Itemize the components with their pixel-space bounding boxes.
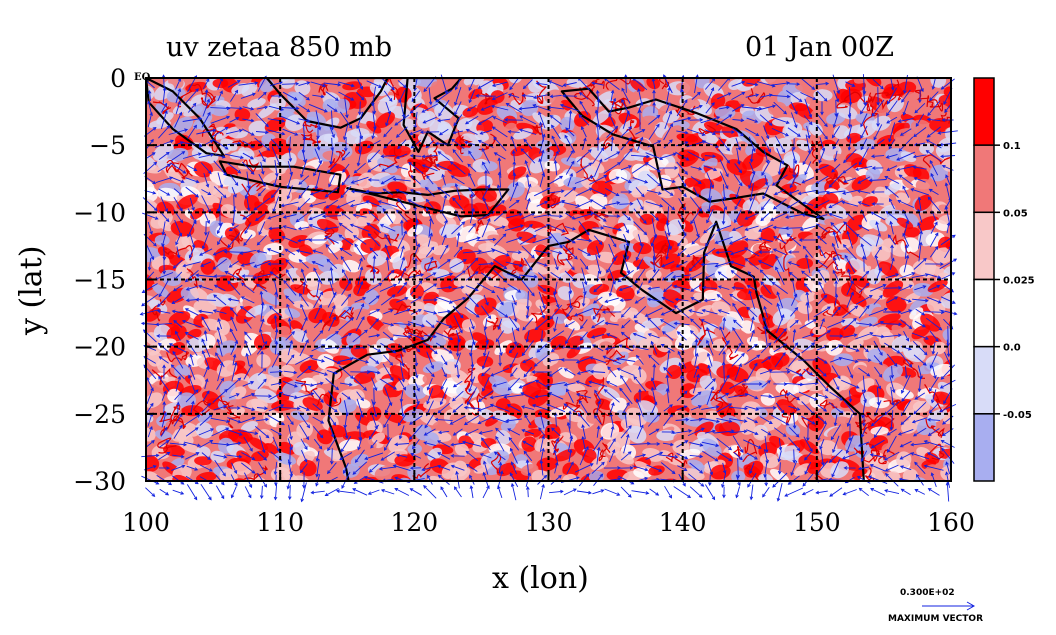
wind-vector	[550, 216, 562, 217]
wind-vector	[619, 204, 632, 205]
wind-vector	[164, 402, 165, 414]
wind-vector	[732, 288, 743, 289]
wind-vector	[282, 84, 298, 85]
wind-vector	[332, 138, 333, 150]
wind-vector	[234, 195, 235, 212]
vorticity-patch	[609, 169, 628, 184]
wind-vector	[786, 228, 802, 229]
wind-vector	[360, 102, 361, 115]
wind-vector	[224, 252, 243, 253]
wind-vector	[924, 312, 944, 313]
wind-vector	[323, 216, 341, 217]
vorticity-patch	[726, 351, 749, 365]
vorticity-patch	[949, 340, 973, 359]
